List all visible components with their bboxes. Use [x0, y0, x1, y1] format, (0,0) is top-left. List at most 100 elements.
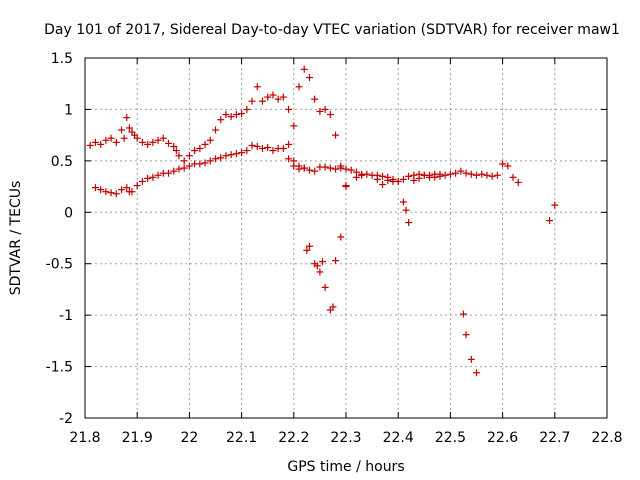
grid-lines: [85, 58, 607, 418]
data-point: [120, 134, 128, 142]
data-point: [473, 369, 480, 377]
data-point: [329, 303, 337, 311]
data-point: [196, 145, 204, 153]
data-point: [467, 170, 475, 178]
data-point: [212, 155, 219, 163]
data-point: [436, 172, 444, 180]
data-point: [144, 174, 152, 182]
data-point: [227, 113, 235, 121]
data-point: [452, 169, 460, 177]
data-point: [295, 83, 303, 91]
data-point: [405, 172, 413, 180]
x-tick-label: 21.9: [122, 430, 153, 446]
data-point: [285, 140, 293, 148]
data-point: [342, 182, 350, 190]
data-point: [420, 171, 428, 179]
data-point: [107, 134, 115, 142]
data-point: [128, 188, 136, 196]
data-point: [473, 171, 480, 179]
data-point: [483, 171, 491, 179]
data-point: [138, 138, 146, 146]
data-point: [149, 138, 157, 146]
data-point: [311, 167, 319, 175]
data-point: [332, 165, 340, 173]
data-point: [462, 169, 470, 177]
data-point: [238, 149, 246, 157]
data-point: [316, 268, 324, 276]
data-point: [133, 182, 141, 190]
data-point: [133, 134, 141, 142]
axis-ticks: 21.8 21.9 22 22.1 22.2 22.3 22.4 22.5 22.6 22.7 22…: [46, 51, 623, 446]
data-point: [253, 83, 261, 91]
data-point: [154, 171, 162, 179]
data-point: [509, 173, 517, 181]
data-point: [217, 116, 225, 124]
x-tick-label: 22: [180, 430, 198, 446]
data-point: [165, 169, 173, 177]
data-point: [504, 162, 512, 170]
data-point: [191, 147, 199, 155]
data-point: [118, 126, 126, 134]
data-point: [321, 163, 329, 171]
data-point: [402, 206, 410, 214]
data-point: [170, 142, 178, 150]
x-tick-label: 22.1: [226, 430, 257, 446]
data-point: [91, 138, 99, 146]
y-tick-label: 0: [64, 205, 73, 221]
data-point: [185, 152, 193, 160]
data-point: [399, 198, 407, 206]
data-point: [493, 171, 501, 179]
chart-title: Day 101 of 2017, Sidereal Day-to-day VTE…: [44, 22, 620, 38]
data-point: [462, 331, 470, 339]
data-point: [446, 170, 454, 178]
x-tick-label: 22.2: [278, 430, 309, 446]
data-point: [305, 166, 313, 174]
x-tick-label: 22.3: [330, 430, 361, 446]
data-point: [488, 172, 496, 180]
data-point: [285, 105, 293, 113]
data-point: [300, 65, 308, 73]
data-point: [499, 160, 507, 168]
y-tick-label: -0.5: [46, 257, 73, 273]
data-point: [321, 105, 329, 113]
data-point: [311, 95, 319, 103]
data-point: [337, 164, 345, 172]
data-point: [91, 184, 99, 192]
data-point: [196, 160, 204, 168]
data-point: [232, 111, 240, 119]
data-point: [379, 172, 387, 180]
x-tick-label: 22.8: [591, 430, 622, 446]
y-tick-label: 1.5: [51, 51, 73, 67]
y-tick-label: -1.5: [46, 360, 73, 376]
data-point: [97, 186, 105, 194]
y-tick-label: 1: [64, 102, 73, 118]
data-point: [384, 176, 392, 184]
data-point: [514, 178, 522, 186]
data-point: [180, 157, 188, 165]
data-point: [206, 136, 214, 144]
data-point: [107, 189, 115, 197]
data-point: [269, 91, 277, 99]
data-point: [321, 283, 329, 291]
data-point: [248, 141, 256, 149]
y-tick-label: -2: [59, 411, 73, 427]
data-point: [170, 167, 178, 175]
data-point: [399, 175, 407, 183]
x-tick-label: 22.7: [539, 430, 570, 446]
data-point: [123, 114, 131, 122]
x-tick-label: 22.5: [435, 430, 466, 446]
data-point: [326, 111, 334, 119]
data-point: [138, 177, 146, 185]
data-point: [253, 142, 261, 150]
data-point: [347, 166, 355, 174]
data-point: [172, 147, 180, 155]
data-point: [295, 165, 303, 173]
data-point: [546, 217, 554, 225]
data-point: [102, 136, 110, 144]
data-point: [86, 141, 94, 149]
data-point: [551, 201, 559, 209]
data-point: [363, 170, 371, 178]
data-point: [337, 233, 345, 241]
data-point: [201, 159, 209, 167]
data-point: [326, 164, 334, 172]
